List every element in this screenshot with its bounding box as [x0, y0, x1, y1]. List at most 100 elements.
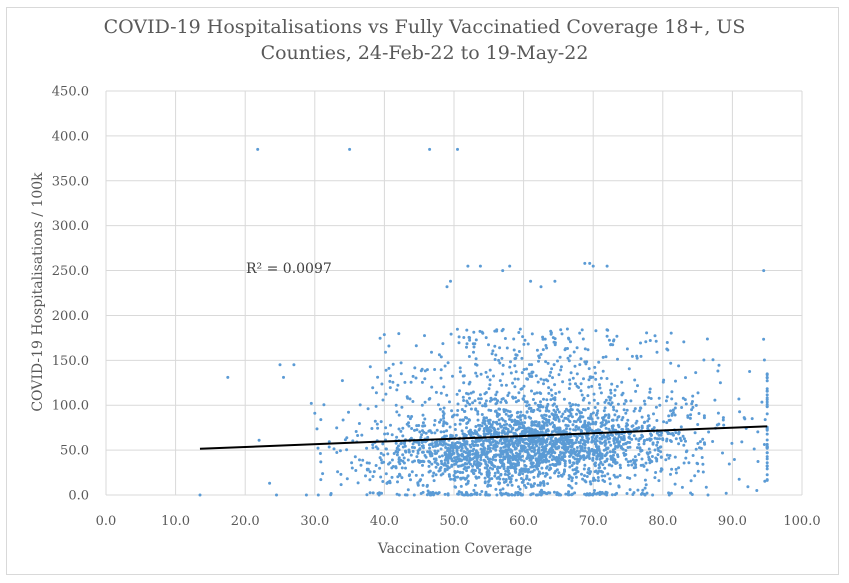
data-point	[591, 375, 595, 379]
data-point	[560, 455, 564, 459]
data-point	[603, 443, 607, 447]
data-point	[765, 445, 769, 449]
data-point	[556, 474, 560, 478]
data-point	[411, 460, 415, 464]
data-point	[533, 453, 537, 457]
data-point	[390, 458, 394, 462]
data-point	[506, 470, 510, 474]
data-point	[569, 404, 573, 408]
data-point	[541, 455, 545, 459]
data-point	[516, 442, 520, 446]
data-point	[648, 390, 652, 394]
data-point	[527, 407, 531, 410]
data-point	[428, 147, 432, 151]
data-point	[488, 493, 491, 497]
data-point	[596, 479, 600, 483]
data-point	[696, 469, 700, 473]
data-point	[691, 394, 695, 398]
data-point	[442, 463, 446, 467]
data-point	[520, 356, 524, 360]
data-point	[530, 446, 534, 450]
data-point	[505, 452, 509, 456]
data-point	[587, 401, 591, 405]
data-point	[502, 408, 506, 412]
data-point	[491, 458, 495, 461]
data-point	[722, 423, 726, 427]
data-point	[500, 493, 504, 497]
data-point	[647, 396, 651, 400]
data-point	[520, 430, 524, 434]
data-point	[640, 426, 644, 430]
data-point	[579, 420, 582, 424]
data-point	[591, 411, 595, 415]
data-point	[488, 378, 492, 382]
data-point	[765, 432, 769, 436]
data-point	[584, 423, 587, 427]
data-point	[458, 418, 462, 422]
data-point	[513, 377, 517, 381]
data-point	[607, 338, 611, 342]
data-point	[465, 422, 469, 425]
data-point	[498, 477, 502, 481]
data-point	[551, 376, 554, 380]
data-point	[486, 447, 490, 451]
data-point	[626, 446, 630, 449]
data-point	[418, 447, 422, 451]
data-point	[721, 451, 724, 455]
data-point	[740, 440, 744, 444]
data-point	[278, 363, 282, 367]
data-point	[547, 459, 551, 463]
data-point	[679, 439, 683, 443]
data-point	[465, 469, 468, 473]
data-point	[479, 458, 483, 462]
data-point	[568, 461, 572, 464]
data-point	[669, 361, 673, 365]
data-point	[452, 451, 456, 455]
data-point	[347, 410, 350, 414]
data-point	[538, 490, 542, 494]
data-point	[455, 413, 459, 417]
data-point	[509, 360, 512, 364]
data-point	[465, 492, 469, 496]
data-point	[559, 328, 563, 332]
data-point	[513, 357, 517, 361]
data-point	[322, 403, 326, 407]
data-point	[388, 481, 392, 485]
data-point	[481, 449, 485, 453]
data-point	[689, 479, 693, 483]
data-point	[457, 335, 461, 339]
y-tick-label: 100.0	[52, 399, 89, 414]
data-point	[572, 350, 576, 354]
data-point	[644, 483, 648, 487]
data-point	[533, 428, 537, 432]
data-point	[448, 400, 451, 404]
data-point	[591, 479, 595, 482]
data-point	[486, 444, 490, 448]
data-point	[566, 424, 570, 428]
data-point	[376, 375, 380, 379]
data-point	[508, 417, 511, 421]
data-point	[484, 399, 488, 403]
data-point	[423, 377, 427, 381]
data-point	[448, 425, 452, 429]
data-point	[578, 331, 582, 335]
data-point	[727, 462, 731, 466]
gridlines	[105, 90, 803, 496]
data-point	[420, 444, 424, 448]
data-point	[482, 429, 486, 433]
data-point	[486, 457, 490, 461]
data-point	[339, 483, 343, 487]
data-point	[430, 350, 433, 354]
data-point	[498, 466, 502, 470]
data-point	[716, 369, 720, 373]
data-point	[711, 440, 715, 443]
data-point	[468, 380, 472, 384]
data-point	[598, 436, 602, 440]
data-point	[677, 466, 681, 470]
data-point	[680, 485, 684, 489]
data-point	[553, 457, 557, 461]
data-point	[400, 476, 404, 480]
data-point	[637, 426, 641, 430]
data-point	[574, 467, 578, 471]
data-point	[670, 397, 674, 401]
